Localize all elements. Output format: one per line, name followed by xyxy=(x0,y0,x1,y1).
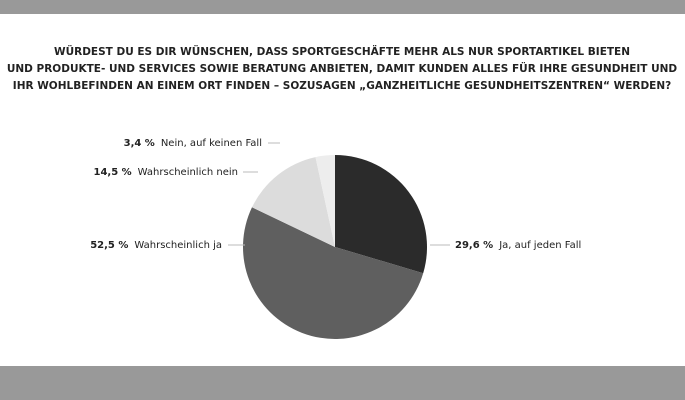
chart-title: UND PRODUKTE- UND SERVICES SOWIE BERATUN… xyxy=(7,61,678,75)
pie-slice xyxy=(242,207,424,340)
category-label: Ja, auf jeden Fall xyxy=(498,240,581,251)
slice-label: 29,6 % Ja, auf jeden Fall xyxy=(455,240,581,251)
value-label: 52,5 % xyxy=(90,240,128,251)
chart-title: WÜRDEST DU ES DIR WÜNSCHEN, DASS SPORTGE… xyxy=(54,44,630,58)
bottom-band xyxy=(0,366,685,400)
pie-slice xyxy=(315,155,335,247)
top-band xyxy=(0,0,685,14)
chart-title: IHR WOHLBEFINDEN AN EINEM ORT FINDEN – S… xyxy=(13,80,671,92)
value-label: 3,4 % xyxy=(124,138,155,149)
category-label: Wahrscheinlich nein xyxy=(138,167,238,178)
value-label: 14,5 % xyxy=(93,167,131,178)
category-label: Wahrscheinlich ja xyxy=(134,240,222,251)
slice-label: 52,5 % Wahrscheinlich ja xyxy=(90,240,222,251)
category-label: Nein, auf keinen Fall xyxy=(161,138,262,149)
value-label: 29,6 % xyxy=(455,240,493,251)
slice-label: 3,4 % Nein, auf keinen Fall xyxy=(124,138,262,149)
pie-slice xyxy=(252,157,335,247)
slice-label: 14,5 % Wahrscheinlich nein xyxy=(93,167,238,178)
pie-slice xyxy=(335,155,427,274)
